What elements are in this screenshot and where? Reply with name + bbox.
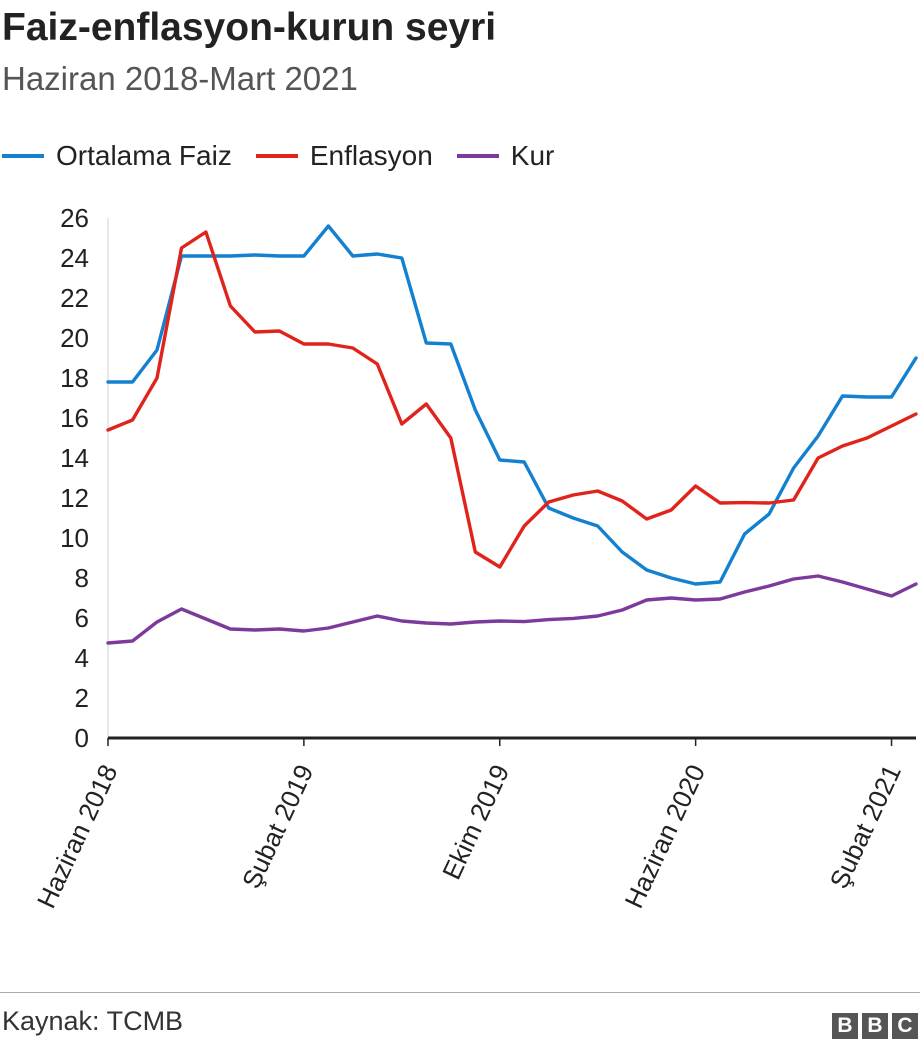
legend-item-ortalama-faiz: Ortalama Faiz	[2, 140, 232, 172]
y-tick-label: 18	[60, 363, 89, 393]
y-tick-label: 6	[75, 603, 89, 633]
y-tick-label: 16	[60, 403, 89, 433]
legend-item-enflasyon: Enflasyon	[255, 140, 433, 172]
series-line-1	[106, 230, 918, 569]
legend-swatch-enflasyon	[255, 154, 298, 158]
y-tick-label: 22	[60, 283, 89, 313]
bbc-logo-letter: C	[892, 1013, 918, 1039]
y-tick-label: 20	[60, 323, 89, 353]
y-tick-label: 24	[60, 243, 89, 273]
legend-item-kur: Kur	[456, 140, 555, 172]
legend-label-ortalama-faiz: Ortalama Faiz	[56, 140, 232, 171]
chart-subtitle: Haziran 2018-Mart 2021	[2, 60, 358, 97]
y-tick-label: 10	[60, 523, 89, 553]
y-tick-label: 4	[75, 643, 89, 673]
source-note: Kaynak: TCMB	[2, 1006, 184, 1036]
bbc-logo-letter: B	[862, 1013, 888, 1039]
y-tick-label: 26	[60, 203, 89, 233]
series-line-2	[106, 574, 918, 645]
y-tick-label: 14	[60, 443, 89, 473]
y-tick-label: 8	[75, 563, 89, 593]
chart-title: Faiz-enflasyon-kurun seyri	[2, 6, 497, 49]
x-tick-label: Şubat 2021	[824, 760, 907, 893]
legend-label-enflasyon: Enflasyon	[309, 140, 433, 171]
y-tick-label: 0	[75, 723, 89, 753]
legend: Ortalama Faiz Enflasyon Kur	[2, 136, 578, 176]
x-tick-label: Ekim 2019	[436, 760, 515, 884]
footer-divider	[0, 992, 920, 993]
bbc-logo: B B C	[828, 1013, 918, 1039]
x-tick-label: Haziran 2018	[31, 760, 124, 913]
bbc-logo-letter: B	[832, 1013, 858, 1039]
y-tick-label: 2	[75, 683, 89, 713]
y-tick-label: 12	[60, 483, 89, 513]
series-line-0	[106, 224, 918, 586]
legend-label-kur: Kur	[510, 140, 555, 171]
legend-swatch-kur	[456, 154, 499, 158]
x-tick-label: Şubat 2019	[236, 760, 319, 893]
legend-swatch-ortalama-faiz	[2, 154, 44, 158]
x-tick-label: Haziran 2020	[619, 760, 712, 913]
